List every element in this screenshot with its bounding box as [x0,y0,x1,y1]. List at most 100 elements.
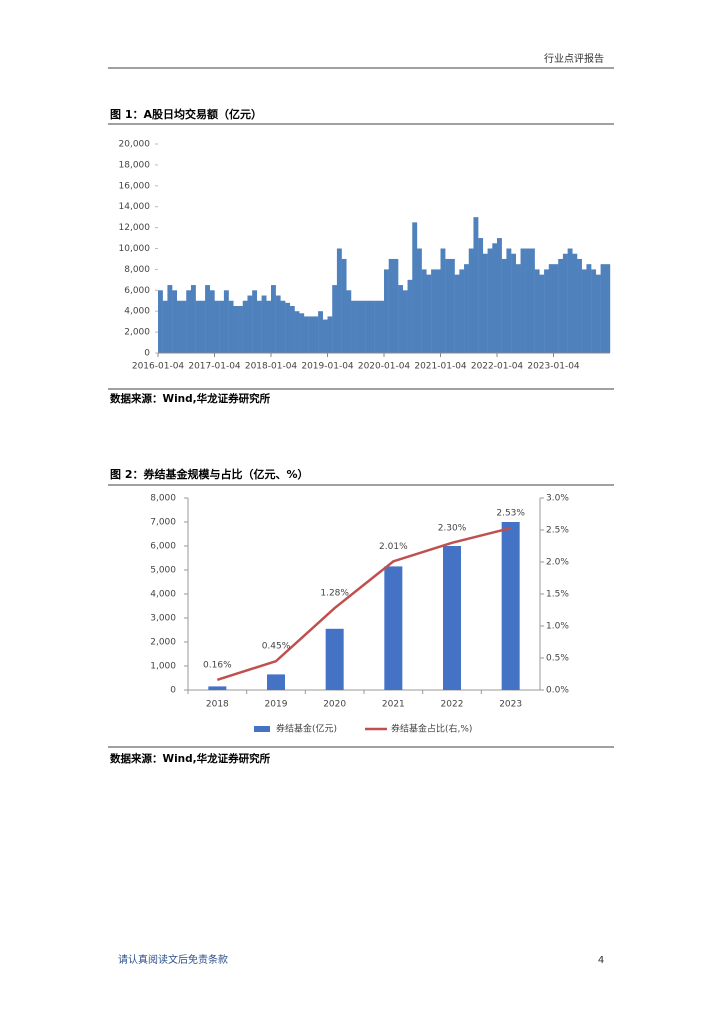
bar [497,238,502,353]
line [216,526,511,681]
y-tick-label: 18,000 [119,160,151,170]
y-tick-label: 5,000 [150,566,176,576]
bar [416,248,422,353]
bar [548,264,554,353]
y-tick-label: 8,000 [150,494,176,504]
bar [501,258,507,353]
data-label: 0.16% [203,660,232,670]
y-tick-label: 6,000 [150,542,176,552]
bar [529,248,535,353]
bar [506,248,512,353]
figure-title: 图 2：券结基金规模与占比（亿元、%） [110,467,309,481]
bar [209,290,215,353]
bar [190,285,196,353]
bar [567,248,573,353]
bar [384,269,389,353]
x-tick-label: 2020-01-04 [358,362,411,372]
bar [544,269,549,353]
bar [445,258,451,353]
y-tick-label: 0 [170,686,176,696]
bar [351,300,356,353]
bar [525,248,531,353]
bar [322,319,328,353]
bar [534,269,540,353]
y-tick-label: 2,000 [124,328,150,338]
bar [572,253,578,353]
bar [581,269,587,353]
bar [280,300,286,353]
y2-tick-label: 1.5% [546,590,569,600]
y2-tick-label: 1.0% [546,622,569,632]
bar [407,279,413,353]
bar [308,316,314,353]
bar [181,300,187,353]
x-tick-label: 2018 [206,700,229,710]
bar [341,258,347,353]
x-tick-label: 2017-01-04 [188,362,241,372]
bar [369,300,375,353]
bar [421,269,427,353]
bar [402,290,408,353]
bar [478,238,484,353]
x-tick-label: 2022-01-04 [471,362,524,372]
bar [336,248,342,353]
bar [238,305,243,353]
bar [454,274,460,353]
bar [158,290,163,353]
y-tick-label: 7,000 [150,518,176,528]
bar [355,300,361,353]
y2-tick-label: 2.5% [546,526,569,536]
bar [162,300,168,353]
y2-tick-label: 3.0% [546,494,569,504]
bar [435,269,441,353]
bar [167,285,173,353]
bar [346,290,352,353]
bar [443,546,461,690]
legend-label: 券结基金占比(右,%) [391,723,472,735]
y2-tick-label: 0.0% [546,686,569,696]
bar [586,264,592,353]
bar [223,290,229,353]
bar [205,285,210,353]
bar [492,243,498,353]
legend-swatch [254,726,270,732]
bar [501,522,520,690]
bar [266,300,272,353]
bar [200,300,206,353]
y-tick-label: 6,000 [124,286,150,296]
bar [464,264,469,353]
y-tick-label: 10,000 [119,244,151,254]
bar [233,305,239,353]
y-tick-label: 16,000 [119,181,151,191]
bar [294,311,300,353]
header-title: 行业点评报告 [544,52,604,65]
y-tick-label: 3,000 [150,614,176,624]
y-tick-label: 14,000 [119,202,151,212]
bar [247,295,253,353]
bar [303,316,309,353]
bar [325,628,344,690]
bar [256,300,262,353]
bar [285,302,291,353]
y-tick-label: 4,000 [124,307,150,317]
bar [374,300,380,353]
bar [558,258,564,353]
data-label: 0.45% [262,642,291,652]
bar [271,285,276,353]
bar [520,248,526,353]
bar [261,295,267,353]
bar [398,285,404,353]
y-tick-label: 4,000 [150,590,176,600]
y-tick-label: 0 [144,349,150,359]
bar [388,258,394,353]
bar [515,264,521,353]
legend-label: 券结基金(亿元) [276,723,337,735]
bar [267,674,285,690]
bar [449,258,455,353]
y2-tick-label: 0.5% [546,654,569,664]
bar [176,300,182,353]
x-tick-label: 2023 [499,700,522,710]
bar [172,290,178,353]
page-number: 4 [598,955,604,966]
bar [327,316,333,353]
